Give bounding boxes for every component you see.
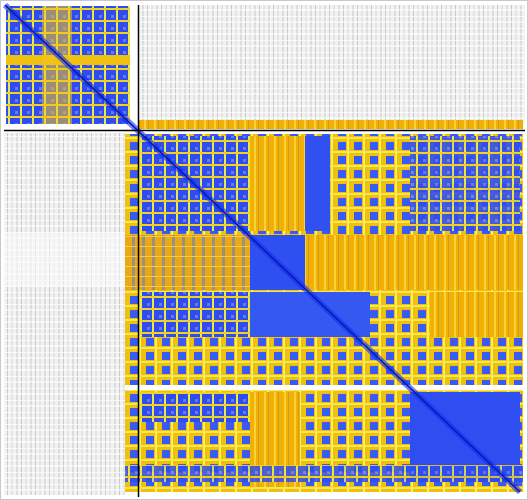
diagonal bbox=[4, 4, 521, 493]
cluster-block bbox=[305, 235, 523, 290]
cluster-block bbox=[430, 292, 523, 337]
cluster-block bbox=[140, 392, 250, 422]
cluster-block bbox=[140, 292, 250, 337]
block-gap bbox=[125, 385, 523, 390]
cluster-block bbox=[250, 136, 305, 231]
low-similarity-rows bbox=[4, 133, 126, 495]
low-similarity-rows bbox=[140, 5, 525, 123]
cluster-block bbox=[305, 136, 330, 231]
pale-band bbox=[4, 232, 126, 287]
cluster-block bbox=[410, 136, 520, 231]
cluster-block bbox=[125, 235, 250, 290]
cluster-block bbox=[125, 465, 523, 482]
thin-band bbox=[138, 120, 523, 129]
